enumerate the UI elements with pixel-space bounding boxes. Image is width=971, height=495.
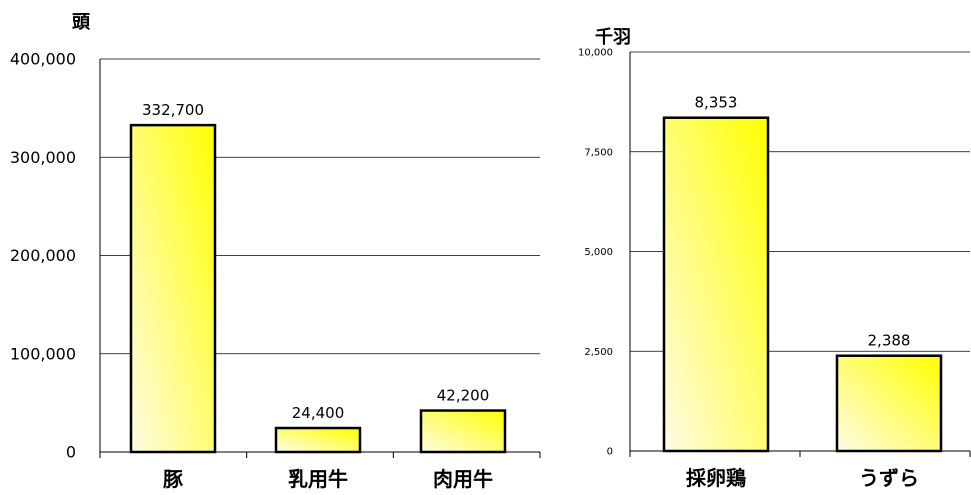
y-tick-label: 100,000 [10, 344, 76, 363]
value-labels: 332,700 24,400 42,200 [142, 101, 489, 422]
y-tick-label: 0 [66, 443, 76, 462]
y-axis-label: 頭 [72, 12, 91, 33]
y-tick-label: 200,000 [10, 246, 76, 265]
x-tick-marks [629, 451, 971, 457]
y-tick-label: 7,500 [584, 147, 613, 158]
category-label: 肉用牛 [433, 467, 493, 491]
data-label: 24,400 [292, 404, 345, 422]
bar [835, 354, 943, 453]
data-label: 332,700 [142, 101, 204, 119]
bar [274, 426, 362, 454]
y-tick-labels: 0 2,500 5,000 7,500 10,000 [578, 48, 613, 458]
chart-right: 千羽 0 2,500 5,000 7,500 10,000 8,353 2,388 採卵鶏… [578, 27, 971, 490]
y-tick-labels: 0 100,000 200,000 300,000 400,000 [10, 50, 76, 462]
y-tick-label: 10,000 [578, 48, 613, 59]
bars [129, 123, 507, 454]
category-label: 採卵鶏 [686, 466, 746, 490]
category-label: 豚 [163, 467, 183, 491]
y-axis-label: 千羽 [595, 27, 631, 48]
category-label: 乳用牛 [288, 467, 348, 491]
chart-left: 頭 0 100,000 200,000 300,000 400,000 332,700 2… [10, 12, 541, 491]
category-label: うずら [859, 466, 919, 490]
y-tick-label: 2,500 [584, 347, 613, 358]
bar [662, 116, 770, 453]
bar [419, 409, 507, 454]
x-tick-marks [99, 452, 541, 458]
category-labels: 豚 乳用牛 肉用牛 [163, 467, 493, 491]
y-tick-label: 300,000 [10, 148, 76, 167]
data-label: 2,388 [868, 332, 911, 350]
data-label: 42,200 [437, 387, 490, 405]
value-labels: 8,353 2,388 [695, 94, 911, 350]
bars [662, 116, 943, 453]
y-tick-label: 5,000 [584, 247, 613, 258]
y-tick-label: 0 [607, 447, 613, 458]
category-labels: 採卵鶏 うずら [686, 466, 919, 490]
y-tick-label: 400,000 [10, 50, 76, 69]
bar [129, 123, 217, 454]
data-label: 8,353 [695, 94, 738, 112]
